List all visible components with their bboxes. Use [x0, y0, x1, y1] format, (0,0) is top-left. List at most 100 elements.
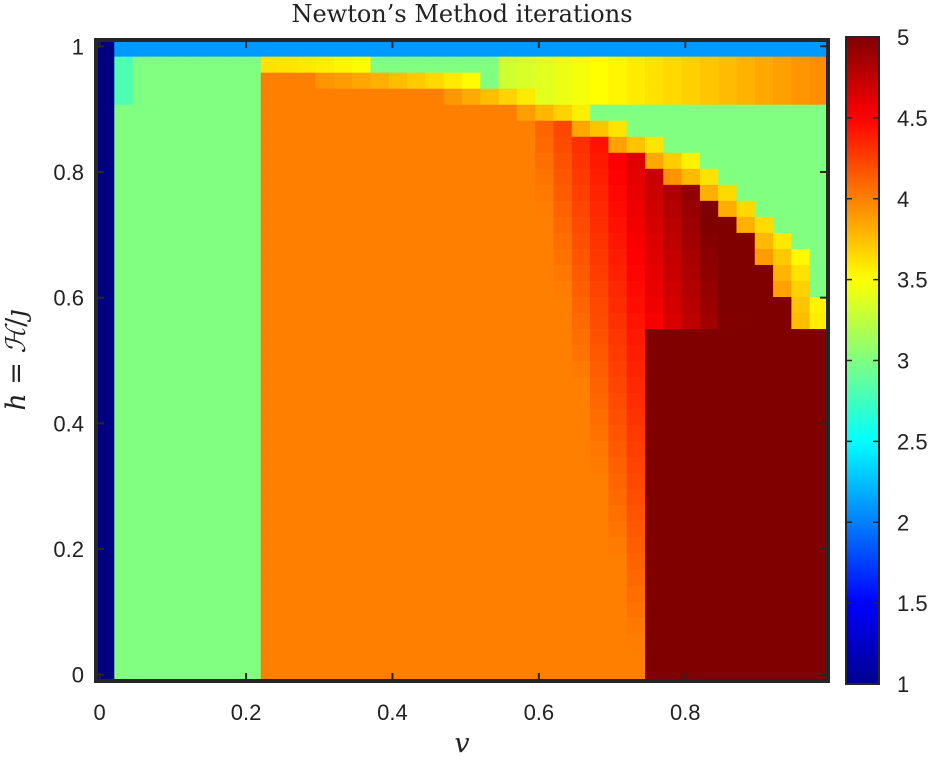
heat-cell: [242, 328, 262, 346]
heat-cell: [462, 72, 481, 89]
heat-cell: [535, 312, 555, 330]
heat-cell: [114, 136, 134, 153]
heat-cell: [96, 200, 115, 217]
heat-cell: [791, 136, 811, 153]
heat-cell: [773, 232, 792, 249]
heat-cell: [150, 504, 170, 522]
heat-cell: [663, 648, 683, 666]
heat-cell: [352, 264, 372, 281]
heat-cell: [407, 344, 426, 362]
heat-cell: [96, 440, 115, 458]
heat-cell: [645, 440, 664, 458]
heat-cell: [571, 648, 591, 666]
heat-cell: [645, 136, 664, 153]
heat-cell: [279, 264, 298, 281]
heat-cell: [279, 168, 298, 185]
heat-cell: [571, 376, 591, 394]
heat-cell: [663, 616, 683, 634]
heat-cell: [535, 344, 555, 362]
heat-cell: [535, 248, 555, 265]
heat-cell: [187, 616, 207, 634]
heat-cell: [553, 632, 573, 650]
heat-cell: [571, 424, 591, 442]
heat-cell: [333, 312, 353, 330]
heat-cell: [205, 632, 225, 650]
heat-cell: [169, 536, 189, 554]
heat-cell: [699, 552, 719, 570]
heat-cell: [187, 472, 207, 490]
heat-cell: [718, 456, 738, 474]
heat-cell: [205, 376, 225, 394]
heat-cell: [352, 552, 372, 570]
heat-cell: [498, 552, 518, 570]
heat-cell: [462, 120, 481, 137]
heat-cell: [205, 584, 225, 602]
heat-cell: [571, 392, 591, 410]
heat-cell: [425, 200, 445, 217]
heat-cell: [443, 600, 463, 618]
heat-cell: [187, 600, 207, 618]
heat-cell: [553, 504, 573, 522]
heat-cell: [754, 344, 774, 362]
heat-cell: [754, 456, 774, 474]
heat-cell: [187, 168, 207, 185]
heat-cell: [718, 632, 738, 650]
heat-cell: [699, 456, 719, 474]
heat-cell: [96, 504, 115, 522]
heat-cell: [132, 488, 152, 506]
heat-cell: [608, 392, 628, 410]
heat-cell: [626, 632, 646, 650]
heat-cell: [699, 296, 719, 314]
heat-cell: [773, 440, 792, 458]
heat-cell: [516, 424, 536, 442]
heat-cell: [297, 152, 317, 169]
heat-cell: [681, 408, 701, 426]
heat-cell: [773, 376, 792, 394]
heat-cell: [169, 392, 189, 410]
heat-cell: [754, 424, 774, 442]
heat-cell: [736, 200, 756, 217]
heat-cell: [407, 328, 426, 346]
heat-cell: [462, 296, 481, 314]
heat-cell: [480, 440, 500, 458]
heat-cell: [608, 632, 628, 650]
heat-cell: [150, 120, 170, 137]
heat-cell: [462, 600, 481, 618]
heat-cell: [791, 664, 811, 682]
heat-cell: [681, 216, 701, 233]
heat-cell: [608, 296, 628, 314]
heat-cell: [388, 536, 408, 554]
heat-cell: [150, 184, 170, 201]
heat-cell: [553, 184, 573, 201]
heat-cell: [571, 168, 591, 185]
heat-cell: [297, 344, 317, 362]
heat-cell: [754, 600, 774, 618]
heat-cell: [407, 408, 426, 426]
heat-cell: [352, 328, 372, 346]
heat-cell: [699, 232, 719, 249]
heat-cell: [279, 376, 298, 394]
heat-cell: [718, 408, 738, 426]
heat-cell: [535, 568, 555, 586]
heat-cell: [297, 664, 317, 682]
heat-cell: [352, 344, 372, 362]
heat-cell: [498, 392, 518, 410]
heat-cell: [425, 552, 445, 570]
heat-cell: [242, 632, 262, 650]
heat-cell: [260, 312, 280, 330]
heat-cell: [663, 360, 683, 378]
heat-cell: [169, 600, 189, 618]
heat-cell: [663, 472, 683, 490]
heat-cell: [553, 40, 573, 57]
heat-cell: [718, 648, 738, 666]
heat-cell: [297, 424, 317, 442]
heat-cell: [150, 56, 170, 73]
heat-cell: [187, 440, 207, 458]
heat-cell: [352, 568, 372, 586]
heat-cell: [242, 536, 262, 554]
heat-cell: [590, 648, 609, 666]
heat-cell: [297, 584, 317, 602]
heat-cell: [443, 648, 463, 666]
heat-cell: [516, 552, 536, 570]
heat-cell: [773, 200, 792, 217]
